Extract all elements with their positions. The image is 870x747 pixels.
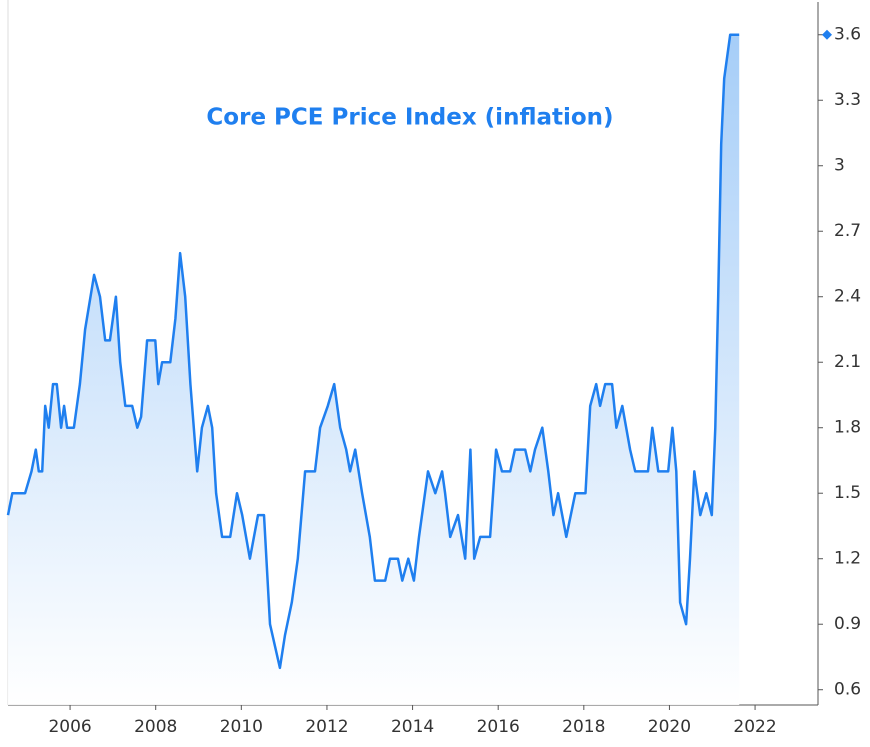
x-tick-label: 2010: [220, 717, 263, 737]
area: [8, 34, 740, 705]
y-tick-label: 1.8: [834, 418, 861, 438]
chart-title: Core PCE Price Index (inflation): [206, 105, 613, 131]
last-value-marker: [822, 29, 832, 40]
y-tick-label: 0.6: [834, 680, 861, 700]
y-tick-label: 2.1: [834, 352, 861, 372]
x-tick-label: 2020: [648, 717, 691, 737]
y-tick-label: 2.7: [834, 221, 861, 241]
y-tick-label: 1.2: [834, 549, 861, 569]
y-tick-label: 0.9: [834, 614, 861, 634]
y-tick-label: 2.4: [834, 287, 861, 307]
x-tick-label: 2016: [477, 717, 520, 737]
x-tick-label: 2014: [391, 717, 434, 737]
y-tick-label: 3.3: [834, 90, 861, 110]
x-tick-label: 2012: [305, 717, 348, 737]
line: [6, 33, 740, 670]
y-tick-label: 3: [834, 156, 845, 176]
x-tick-label: 2006: [48, 717, 91, 737]
x-tick-label: 2008: [134, 717, 177, 737]
x-tick-label: 2022: [733, 717, 776, 737]
x-tick-label: 2018: [562, 717, 605, 737]
y-tick-label: 3.6: [834, 25, 861, 45]
y-tick-label: 1.5: [834, 483, 861, 503]
